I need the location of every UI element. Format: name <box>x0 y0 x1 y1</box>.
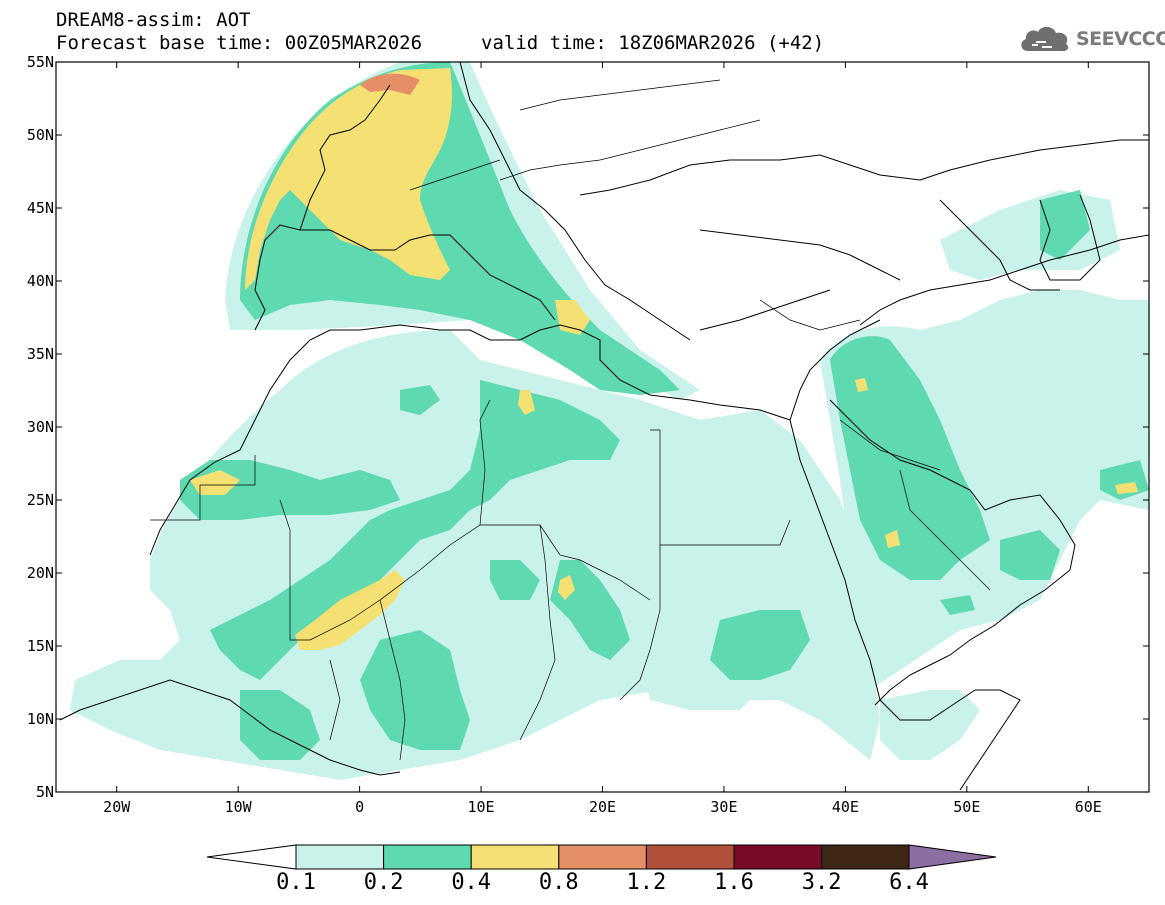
lat-label: 35N <box>26 345 54 363</box>
lon-label: 20W <box>103 798 131 816</box>
coastlines <box>59 62 1149 791</box>
colorbar-label: 1.6 <box>714 870 754 895</box>
colorbar-bin-3 <box>470 844 560 870</box>
lon-label: 50E <box>953 798 981 816</box>
colorbar-over-arrow <box>908 844 997 870</box>
colorbar-bin-2 <box>383 844 472 870</box>
lat-label: 40N <box>26 272 54 290</box>
lat-label: 50N <box>26 126 54 144</box>
lon-label: 30E <box>710 798 738 816</box>
colorbar <box>206 844 997 870</box>
time-info: Forecast base time: 00Z05MAR2026 valid ti… <box>56 32 824 54</box>
forecast-base-time: Forecast base time: 00Z05MAR2026 <box>56 32 423 54</box>
lon-label: 10E <box>467 798 495 816</box>
colorbar-label: 1.2 <box>626 870 667 895</box>
colorbar-label: 0.1 <box>276 870 316 895</box>
aot-field-0.8 <box>360 73 420 95</box>
logo-text: SEEVCCC <box>1076 28 1165 50</box>
lon-label: 10W <box>224 798 252 816</box>
map-title: DREAM8-assim: AOT <box>56 9 251 31</box>
lon-label: 20E <box>588 798 617 816</box>
lat-label: 45N <box>26 199 54 217</box>
lat-label: 20N <box>26 564 54 582</box>
colorbar-label: 0.8 <box>538 870 579 895</box>
colorbar-under-arrow <box>206 844 297 870</box>
seevccc-logo: SEEVCCC <box>1018 22 1165 56</box>
colorbar-label: 0.4 <box>451 870 492 895</box>
lat-label: 30N <box>26 418 54 436</box>
colorbar-bin-4 <box>558 844 647 870</box>
country-borders <box>150 79 991 761</box>
colorbar-bin-6 <box>733 844 823 870</box>
colorbar-label: 0.2 <box>363 870 404 895</box>
colorbar-bin-5 <box>645 844 735 870</box>
lon-label: 0 <box>355 798 365 816</box>
lat-label: 25N <box>26 491 54 509</box>
colorbar-bin-1 <box>295 844 385 870</box>
colorbar-label: 3.2 <box>801 870 842 895</box>
lat-label: 55N <box>26 53 54 71</box>
lon-label: 60E <box>1074 798 1102 816</box>
lat-label: 15N <box>26 637 54 655</box>
colorbar-label: 6.4 <box>889 870 929 895</box>
lat-label: 10N <box>26 710 54 728</box>
axis-ticks <box>56 61 1149 793</box>
valid-time: valid time: 18Z06MAR2026 (+42) <box>481 32 825 54</box>
cloud-icon <box>1021 26 1069 52</box>
colorbar-bin-7 <box>821 844 910 870</box>
lat-label: 5N <box>35 783 54 801</box>
aot-field-0.4 <box>190 68 1138 650</box>
lon-label: 40E <box>831 798 859 816</box>
